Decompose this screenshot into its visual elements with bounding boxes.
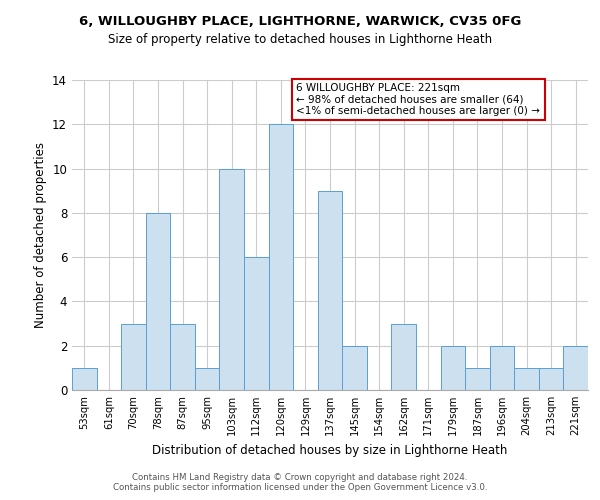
Bar: [391, 324, 416, 390]
Text: 6 WILLOUGHBY PLACE: 221sqm
← 98% of detached houses are smaller (64)
<1% of semi: 6 WILLOUGHBY PLACE: 221sqm ← 98% of deta…: [296, 83, 541, 116]
Bar: [342, 346, 367, 390]
Bar: [244, 257, 269, 390]
Bar: [514, 368, 539, 390]
Bar: [490, 346, 514, 390]
Bar: [146, 213, 170, 390]
Bar: [170, 324, 195, 390]
Bar: [195, 368, 220, 390]
Bar: [318, 190, 342, 390]
Bar: [72, 368, 97, 390]
Y-axis label: Number of detached properties: Number of detached properties: [34, 142, 47, 328]
Bar: [121, 324, 146, 390]
Bar: [269, 124, 293, 390]
Bar: [563, 346, 588, 390]
Text: 6, WILLOUGHBY PLACE, LIGHTHORNE, WARWICK, CV35 0FG: 6, WILLOUGHBY PLACE, LIGHTHORNE, WARWICK…: [79, 15, 521, 28]
Text: Size of property relative to detached houses in Lighthorne Heath: Size of property relative to detached ho…: [108, 32, 492, 46]
Text: Contains HM Land Registry data © Crown copyright and database right 2024.
Contai: Contains HM Land Registry data © Crown c…: [113, 473, 487, 492]
Bar: [539, 368, 563, 390]
Bar: [440, 346, 465, 390]
Bar: [465, 368, 490, 390]
Bar: [220, 168, 244, 390]
X-axis label: Distribution of detached houses by size in Lighthorne Heath: Distribution of detached houses by size …: [152, 444, 508, 456]
